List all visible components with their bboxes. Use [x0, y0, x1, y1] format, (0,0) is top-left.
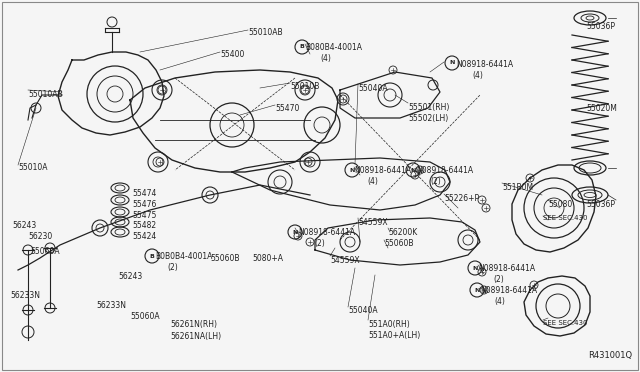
Text: 56233N: 56233N	[96, 301, 126, 310]
Text: N: N	[472, 266, 477, 270]
Text: 55080: 55080	[548, 200, 572, 209]
Text: SEE SEC.430: SEE SEC.430	[543, 320, 588, 326]
Text: N08918-6441A: N08918-6441A	[456, 60, 513, 69]
Text: (2): (2)	[493, 275, 504, 284]
Text: 55060B: 55060B	[210, 254, 239, 263]
Text: 55476: 55476	[132, 200, 156, 209]
Text: N: N	[474, 288, 480, 292]
Text: N08918-6441A: N08918-6441A	[478, 264, 535, 273]
Text: 551B0M: 551B0M	[502, 183, 533, 192]
Text: 55501(RH): 55501(RH)	[408, 103, 449, 112]
Text: 55036P: 55036P	[586, 22, 615, 31]
Text: (4): (4)	[367, 177, 378, 186]
Text: 56243: 56243	[118, 272, 142, 281]
Text: 56243: 56243	[12, 221, 36, 230]
Text: (2): (2)	[430, 177, 441, 186]
Text: (4): (4)	[494, 297, 505, 306]
Text: 55010AB: 55010AB	[28, 90, 63, 99]
Text: N08918-6441A: N08918-6441A	[480, 286, 537, 295]
Text: 54559X: 54559X	[358, 218, 388, 227]
Text: (4): (4)	[472, 71, 483, 80]
Text: N08918-6441A: N08918-6441A	[354, 166, 411, 175]
Text: 55470: 55470	[275, 104, 300, 113]
Text: 55226+P: 55226+P	[444, 194, 479, 203]
Text: (2): (2)	[167, 263, 178, 272]
Text: 55424: 55424	[132, 232, 156, 241]
Text: 54559X: 54559X	[330, 256, 360, 265]
Text: N08918-6441A: N08918-6441A	[298, 228, 355, 237]
Text: (4): (4)	[320, 54, 331, 63]
Text: R431001Q: R431001Q	[588, 351, 632, 360]
Text: 551A0+A(LH): 551A0+A(LH)	[368, 331, 420, 340]
Text: SEE SEC.430: SEE SEC.430	[543, 215, 588, 221]
Text: 55474: 55474	[132, 189, 156, 198]
Text: 55060A: 55060A	[30, 247, 60, 256]
Text: 55060A: 55060A	[130, 312, 159, 321]
Text: B080B4-4001A: B080B4-4001A	[305, 43, 362, 52]
Text: 56261N(RH): 56261N(RH)	[170, 320, 217, 329]
Text: B: B	[150, 253, 154, 259]
Text: N: N	[349, 167, 355, 173]
Text: 5080+A: 5080+A	[252, 254, 283, 263]
Text: 55010B: 55010B	[290, 82, 319, 91]
Text: N08918-6441A: N08918-6441A	[416, 166, 473, 175]
Text: 55010A: 55010A	[18, 163, 47, 172]
Text: 56200K: 56200K	[388, 228, 417, 237]
Text: N: N	[449, 61, 454, 65]
Text: N: N	[410, 167, 416, 173]
Text: 55475: 55475	[132, 211, 156, 220]
Text: 55482: 55482	[132, 221, 156, 230]
Text: 55040A: 55040A	[348, 306, 378, 315]
Text: 55502(LH): 55502(LH)	[408, 114, 448, 123]
Text: 55036P: 55036P	[586, 200, 615, 209]
Text: 55020M: 55020M	[586, 104, 617, 113]
Text: 56230: 56230	[28, 232, 52, 241]
Text: (2): (2)	[314, 239, 324, 248]
Text: 551A0(RH): 551A0(RH)	[368, 320, 410, 329]
Text: 55010AB: 55010AB	[248, 28, 283, 37]
Text: 56233N: 56233N	[10, 291, 40, 300]
Text: 55040A: 55040A	[358, 84, 388, 93]
Text: N: N	[292, 230, 298, 234]
Text: 56261NA(LH): 56261NA(LH)	[170, 332, 221, 341]
Text: 55400: 55400	[220, 50, 244, 59]
Text: B0B0B4-4001A: B0B0B4-4001A	[155, 252, 212, 261]
Text: B: B	[300, 45, 305, 49]
Text: 55060B: 55060B	[384, 239, 413, 248]
